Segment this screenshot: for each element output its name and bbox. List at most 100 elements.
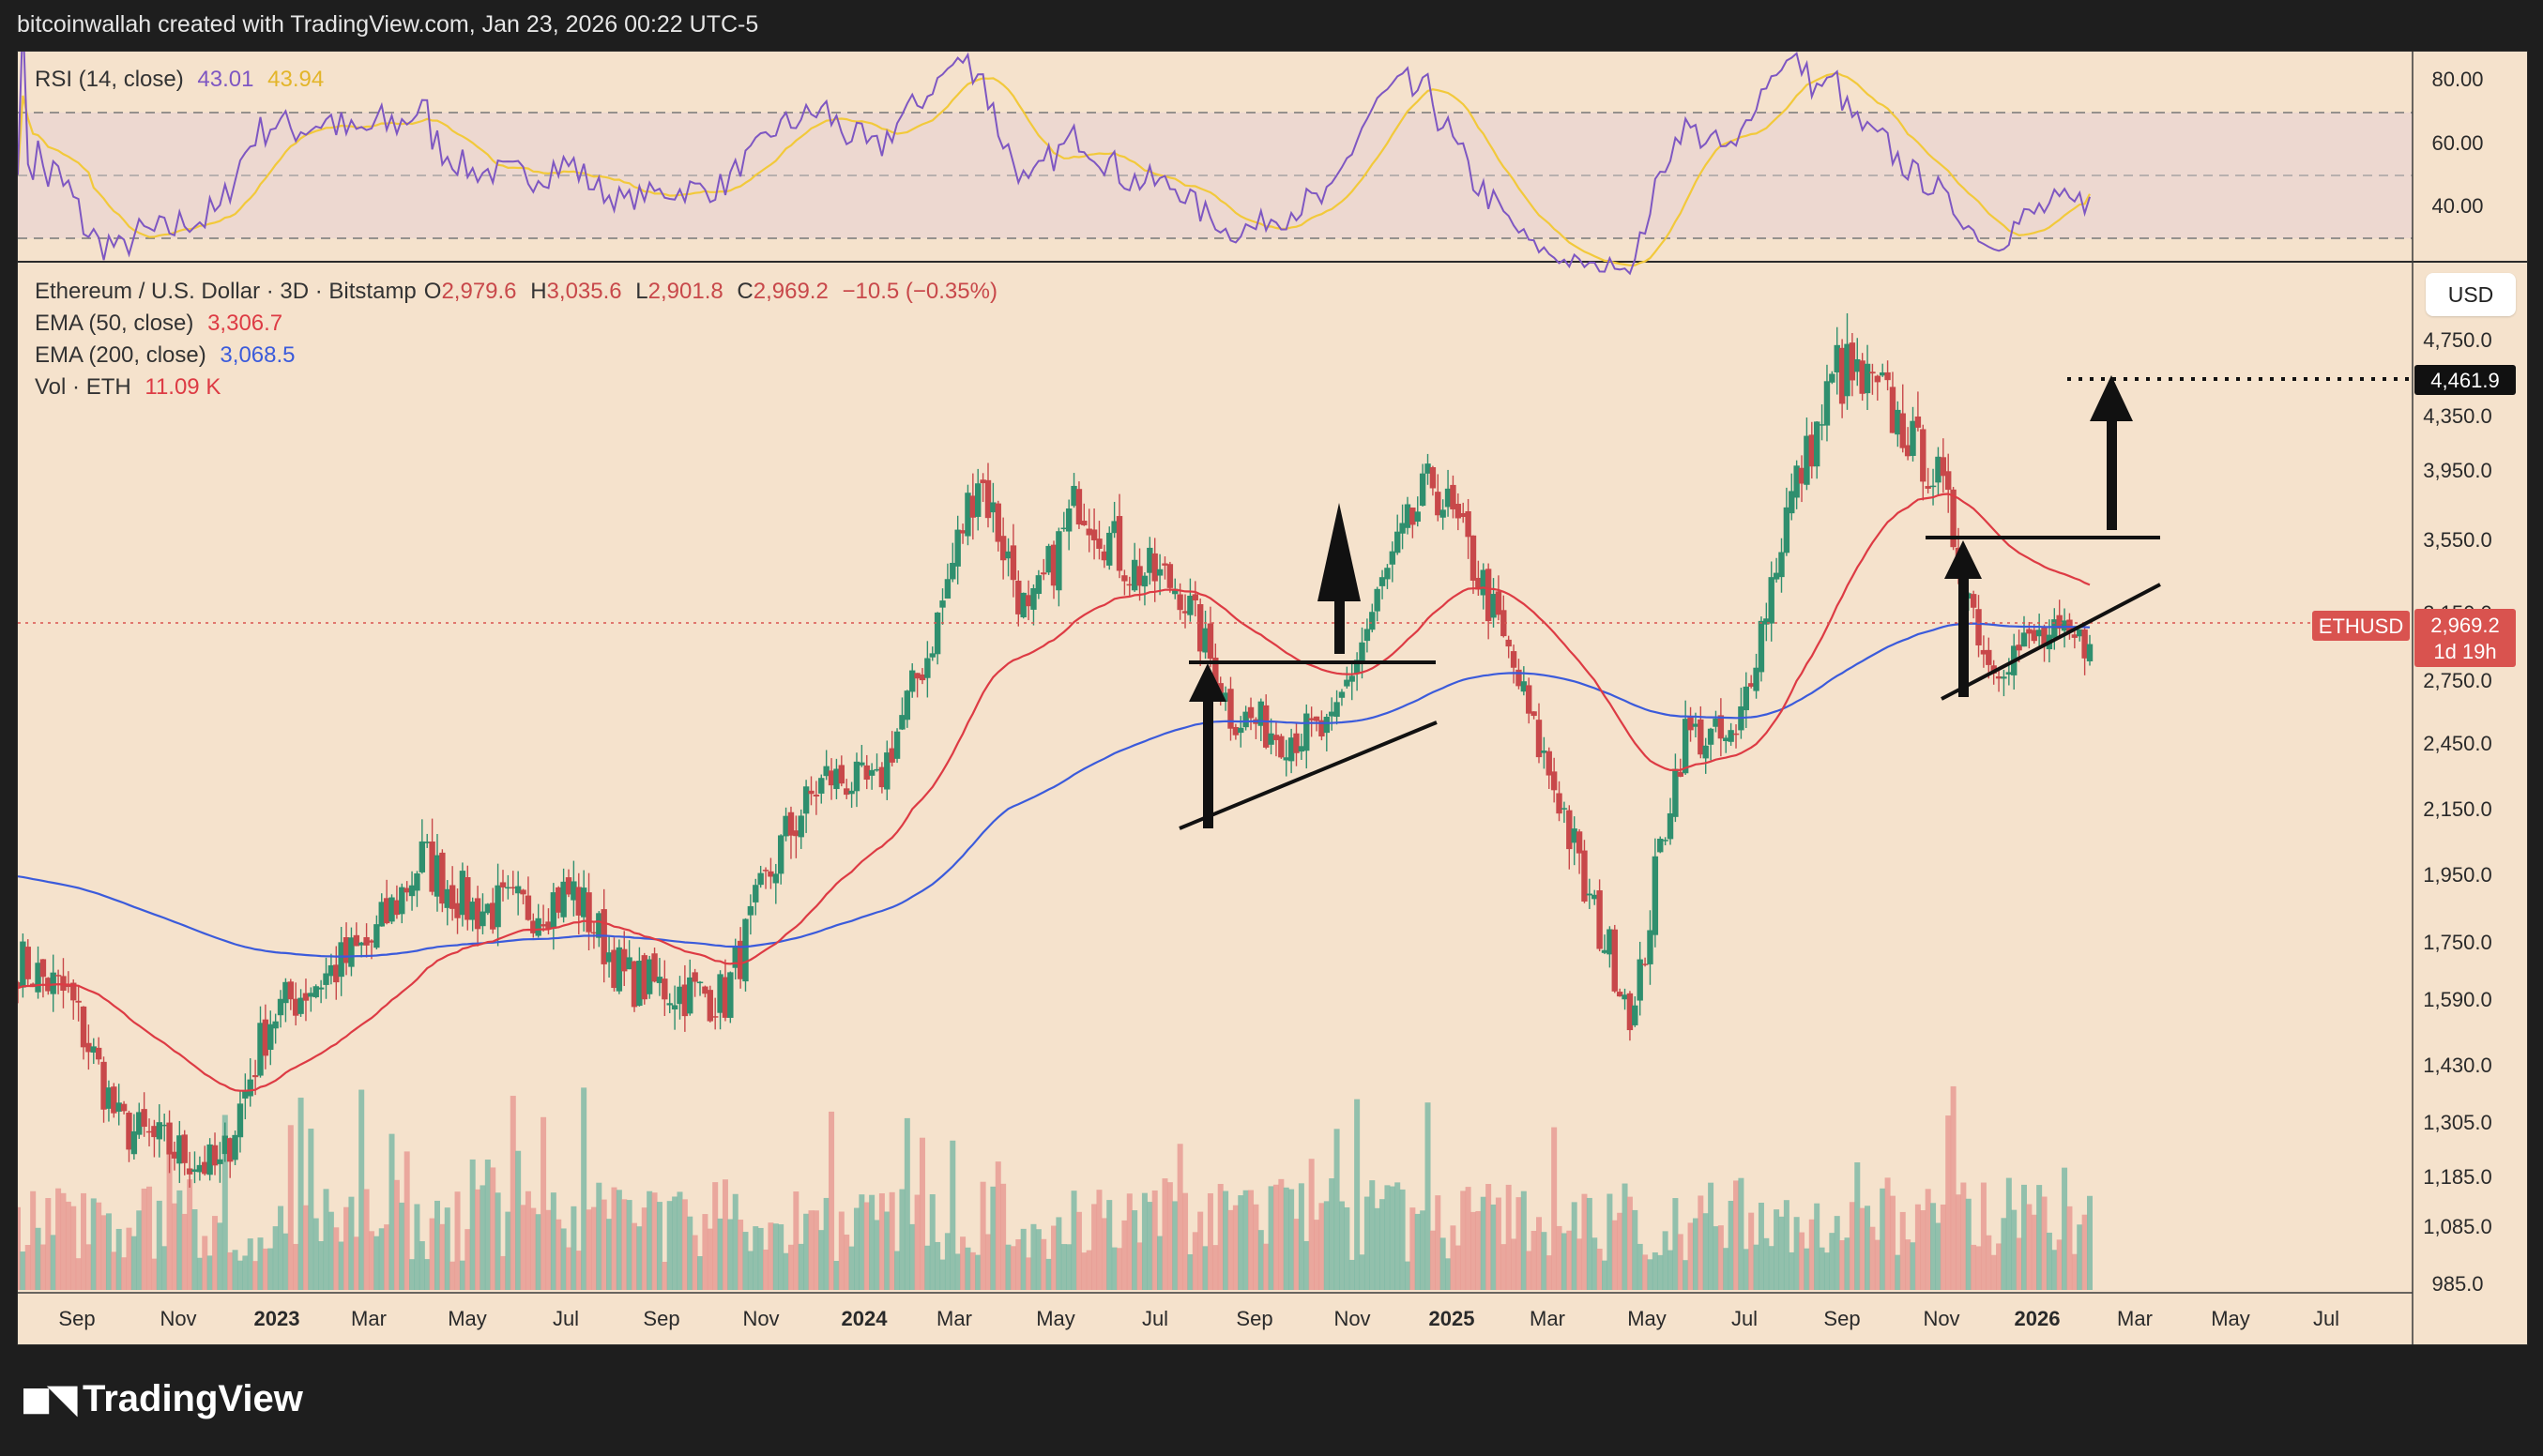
- tradingview-logo[interactable]: ◼◥ TradingView: [21, 1377, 303, 1420]
- candle-body: [39, 959, 47, 978]
- time-axis[interactable]: Sep Nov 2023 Mar May Jul Sep Nov 2024 Mar May Jul Se…: [58, 1307, 2339, 1330]
- volume-bar: [1955, 1194, 1961, 1290]
- volume-bar: [1626, 1196, 1633, 1290]
- candle-body: [1151, 553, 1158, 582]
- ema50-legend[interactable]: EMA (50, close) 3,306.7: [35, 311, 290, 337]
- volume-bar: [358, 1089, 365, 1290]
- currency-button[interactable]: USD: [2426, 273, 2516, 316]
- volume-bar: [404, 1151, 410, 1290]
- candle-body: [950, 562, 956, 580]
- volume-bar: [247, 1238, 253, 1290]
- candle-body: [1980, 649, 1987, 655]
- volume-bar: [217, 1222, 223, 1290]
- volume-bar: [1511, 1238, 1517, 1290]
- volume-bar: [1338, 1201, 1345, 1290]
- rsi-legend[interactable]: RSI (14, close) 43.01 43.94: [35, 67, 331, 93]
- candle-body: [707, 990, 713, 1022]
- volume-bar: [1212, 1245, 1219, 1290]
- last-price-text: 2,969.2: [2430, 614, 2499, 637]
- chart-frame[interactable]: 985.0 1,085.0 1,185.0 1,305.0 1,430.0 1,590.0…: [17, 51, 2528, 1345]
- volume-bar: [1869, 1226, 1876, 1290]
- candle-body: [1692, 723, 1699, 727]
- candle-body: [1970, 594, 1977, 608]
- candle-body: [823, 766, 830, 777]
- triangle-2024[interactable]: [1179, 503, 1438, 830]
- candle-body: [1480, 569, 1486, 596]
- volume-bar: [439, 1223, 446, 1290]
- rsi-axis[interactable]: 80.00 60.00 40.00: [2431, 68, 2483, 218]
- candle-body: [889, 748, 895, 763]
- volume-bar: [1314, 1220, 1320, 1290]
- candle-body: [186, 1168, 193, 1175]
- volume-bar: [1409, 1207, 1416, 1290]
- candle-body: [1556, 793, 1562, 814]
- candle-body: [1935, 456, 1942, 483]
- volume-bar: [596, 1182, 602, 1290]
- candle-body: [338, 942, 344, 978]
- candle-body: [1813, 421, 1820, 467]
- price-axis[interactable]: 985.0 1,085.0 1,185.0 1,305.0 1,430.0 1,590.0…: [2423, 328, 2491, 1296]
- countdown-text: 1d 19h: [2433, 640, 2496, 663]
- volume-bar: [571, 1206, 577, 1290]
- candle-body: [1460, 512, 1467, 518]
- volume-bar: [1424, 1102, 1431, 1290]
- volume-bar: [1990, 1254, 1997, 1290]
- candle-body: [1838, 347, 1846, 404]
- volume-bar: [1202, 1246, 1209, 1290]
- candle-body: [1439, 509, 1446, 518]
- candle-body: [297, 997, 304, 1014]
- volume-bar: [1157, 1236, 1164, 1290]
- candle-body: [404, 887, 410, 893]
- volume-bar: [1905, 1239, 1911, 1290]
- candle-body: [495, 885, 501, 928]
- volume-bar: [475, 1189, 481, 1290]
- candle-body: [358, 942, 365, 946]
- volume-bar: [287, 1125, 294, 1290]
- volume-bar: [753, 1226, 759, 1290]
- candle-body: [1895, 409, 1901, 435]
- candle-body: [611, 949, 617, 989]
- candle-body: [287, 981, 295, 1000]
- volume-bar: [677, 1191, 683, 1290]
- candle-body: [954, 529, 961, 567]
- triangle-2026[interactable]: [1926, 375, 2413, 701]
- triangle-2026-target-arrow: [2090, 375, 2133, 530]
- ema200-legend[interactable]: EMA (200, close) 3,068.5: [35, 342, 303, 369]
- candle-body: [1389, 551, 1396, 565]
- volume-bar: [965, 1247, 971, 1290]
- candle-body: [1500, 610, 1507, 637]
- volume-bar: [1026, 1257, 1032, 1290]
- candle-body: [399, 887, 405, 915]
- volume-bar: [687, 1216, 693, 1290]
- candle-body: [480, 911, 486, 927]
- rsi-axis-tick: 60.00: [2431, 131, 2483, 155]
- candle-body: [944, 579, 952, 599]
- candle-body: [999, 536, 1007, 561]
- candle-body: [1854, 358, 1861, 372]
- volume-bar: [1950, 1085, 1957, 1290]
- candle-body: [1607, 929, 1613, 955]
- volume-bar: [1162, 1178, 1168, 1290]
- candle-body: [317, 987, 325, 990]
- volume-bar: [1889, 1195, 1896, 1290]
- volume-legend[interactable]: Vol · ETH 11.09 K: [35, 374, 228, 401]
- chart-header: bitcoinwallah created with TradingView.c…: [17, 11, 759, 38]
- volume-bar: [1303, 1240, 1310, 1290]
- candle-body: [580, 887, 587, 918]
- volume-bar: [1363, 1196, 1370, 1290]
- time-axis-tick: Sep: [58, 1307, 95, 1330]
- candle-body: [802, 786, 810, 814]
- symbol-legend[interactable]: Ethereum / U.S. Dollar · 3D · Bitstamp O2…: [35, 279, 1005, 305]
- candle-body: [217, 1159, 223, 1164]
- chart-svg[interactable]: 985.0 1,085.0 1,185.0 1,305.0 1,430.0 1,590.0…: [18, 52, 2527, 1344]
- volume-bar: [1217, 1183, 1224, 1290]
- volume-bar: [1526, 1251, 1532, 1290]
- volume-bar: [2051, 1250, 2058, 1290]
- volume-bar: [323, 1189, 329, 1290]
- volume-bar: [541, 1116, 547, 1290]
- price-axis-tick: 3,950.0: [2423, 459, 2491, 482]
- volume-bar: [944, 1233, 951, 1290]
- volume-bar: [1632, 1209, 1638, 1290]
- price-axis-tick: 1,305.0: [2423, 1111, 2491, 1134]
- candle-body: [282, 981, 289, 1004]
